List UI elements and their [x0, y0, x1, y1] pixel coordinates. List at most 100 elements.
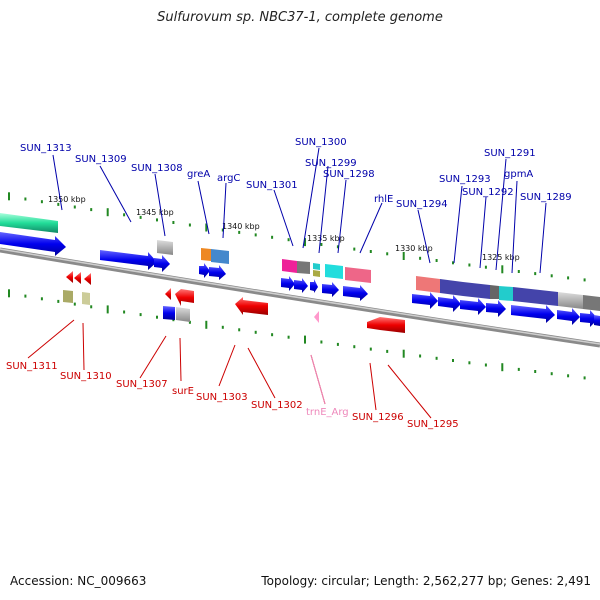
scale-tick [139, 313, 142, 317]
gene-label-rhlE[interactable]: rhlE [374, 194, 393, 205]
gene-label-greA[interactable]: greA [187, 169, 210, 180]
gene-label-SUN_1289[interactable]: SUN_1289 [520, 192, 572, 203]
gene-box [282, 259, 297, 273]
gene-box [440, 279, 463, 296]
gene-arrow [74, 272, 81, 284]
gene-label-SUN_1309[interactable]: SUN_1309 [75, 154, 127, 165]
scale-tick [188, 223, 191, 227]
gene-arrow [314, 311, 319, 323]
scale-tick [320, 243, 323, 246]
gene-box [211, 249, 229, 264]
bottom-labels: SUN_1311 SUN_1310 SUN_1307 surE SUN_1303… [6, 361, 459, 430]
gene-arrow [322, 282, 339, 297]
scale-tick [353, 247, 356, 251]
gene-box [63, 290, 73, 303]
gene-label-SUN_1293[interactable]: SUN_1293 [439, 174, 491, 185]
gene-arrow [84, 273, 91, 285]
gene-label-SUN_1291[interactable]: SUN_1291 [484, 148, 536, 159]
scale-tick [468, 263, 471, 267]
gene-box [513, 287, 558, 306]
scale-tick [57, 202, 60, 206]
scale-tick [73, 302, 76, 306]
gene-label-SUN_1299[interactable]: SUN_1299 [305, 158, 357, 169]
gene-label-surE[interactable]: surE [172, 386, 194, 397]
gene-box [490, 285, 499, 299]
gene-label-SUN_1307[interactable]: SUN_1307 [116, 379, 168, 390]
scale-label: 1345 kbp [136, 208, 174, 217]
scale-tick [550, 372, 553, 376]
scale-tick [90, 208, 93, 212]
scale-tick [369, 250, 372, 253]
scale-tick [238, 328, 241, 332]
gene-label-SUN_1295[interactable]: SUN_1295 [407, 419, 459, 430]
scale-tick [501, 363, 504, 372]
gene-arrow [66, 271, 73, 283]
scale-tick [501, 265, 504, 274]
scale-tick [106, 305, 109, 314]
gene-arrow [209, 265, 226, 280]
gene-label-SUN_1301[interactable]: SUN_1301 [246, 180, 298, 191]
gene-label-SUN_1296[interactable]: SUN_1296 [352, 412, 404, 423]
scale-tick [583, 376, 586, 380]
scale-tick [386, 252, 389, 256]
gene-box [325, 264, 343, 279]
scale-tick [287, 335, 290, 339]
gene-label-SUN_1310[interactable]: SUN_1310 [60, 371, 112, 382]
scale-ticks-upper [8, 192, 586, 282]
scale-tick [567, 276, 570, 280]
scale-tick [40, 200, 43, 204]
scale-tick [419, 256, 422, 260]
gene-arrow [235, 297, 268, 315]
top-labels: SUN_1313 SUN_1309 SUN_1308 greA argC SUN… [20, 137, 572, 210]
scale-tick [304, 238, 306, 247]
gene-arrow [100, 250, 157, 270]
gene-label-SUN_1311[interactable]: SUN_1311 [6, 361, 58, 372]
gene-label-SUN_1313[interactable]: SUN_1313 [20, 143, 72, 154]
map-title: Sulfurovum sp. NBC37-1, complete genome [157, 10, 443, 25]
scale-label: 1350 kbp [48, 195, 86, 204]
scale-tick [156, 315, 158, 319]
gene-box [313, 263, 320, 270]
scale-tick [287, 238, 290, 242]
scale-tick [90, 305, 93, 309]
scale-tick [402, 252, 405, 260]
scale-tick [304, 335, 306, 344]
gene-arrow [165, 288, 171, 300]
gene-label-gpmA[interactable]: gpmA [504, 169, 533, 180]
scale-tick [484, 265, 487, 269]
gene-label-SUN_1300[interactable]: SUN_1300 [295, 137, 347, 148]
scale-tick [205, 320, 208, 329]
scale-tick [73, 205, 76, 209]
gene-arrow [412, 292, 438, 309]
gene-arrow [294, 278, 308, 293]
gene-label-SUN_1303[interactable]: SUN_1303 [196, 392, 248, 403]
gene-arrow [199, 263, 210, 278]
scale-tick [238, 230, 241, 234]
scale-tick [534, 272, 537, 276]
accession-label: Accession: NC_009663 [10, 574, 147, 588]
gene-arrow [310, 279, 318, 293]
gene-box [297, 261, 310, 274]
gene-box [176, 307, 190, 322]
scale-tick [583, 278, 586, 282]
gene-box [313, 270, 320, 277]
gene-label-SUN_1308[interactable]: SUN_1308 [131, 163, 183, 174]
genome-backbone [0, 247, 600, 348]
scale-tick [336, 245, 339, 249]
scale-tick [156, 218, 158, 222]
gene-label-trnE_Arg[interactable]: trnE_Arg [306, 407, 349, 418]
gene-label-argC[interactable]: argC [217, 173, 240, 184]
scale-tick [452, 261, 454, 265]
gene-label-SUN_1298[interactable]: SUN_1298 [323, 169, 375, 180]
gene-label-SUN_1292[interactable]: SUN_1292 [462, 187, 514, 198]
scale-tick [57, 299, 60, 303]
gene-box [82, 292, 90, 305]
scale-tick [435, 259, 438, 262]
gene-label-SUN_1294[interactable]: SUN_1294 [396, 199, 448, 210]
scale-label: 1325 kbp [482, 253, 520, 262]
gene-label-SUN_1302[interactable]: SUN_1302 [251, 400, 303, 411]
gene-box [157, 240, 173, 255]
gene-arrow [0, 232, 66, 256]
scale-tick [139, 215, 142, 219]
gene-arrow [460, 298, 486, 315]
